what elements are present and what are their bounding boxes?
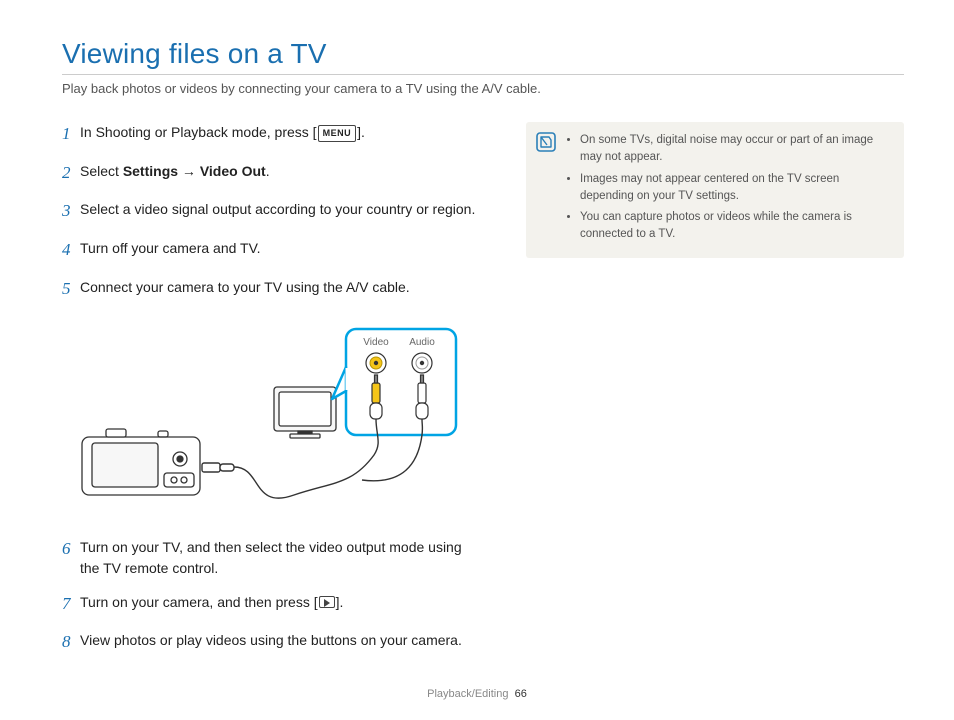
page-title: Viewing files on a TV <box>62 38 904 70</box>
step-2: 2 Select Settings → Video Out. <box>62 161 484 186</box>
step-5: 5 Connect your camera to your TV using t… <box>62 277 484 302</box>
step-4: 4 Turn off your camera and TV. <box>62 238 484 263</box>
step-text: Turn off your camera and TV. <box>80 238 484 263</box>
step-8: 8 View photos or play videos using the b… <box>62 630 484 655</box>
step-text: Turn on your camera, and then press []. <box>80 592 484 617</box>
step-text-pre: Select <box>80 163 123 179</box>
title-rule <box>62 74 904 75</box>
note-item: Images may not appear centered on the TV… <box>580 171 890 206</box>
note-item: You can capture photos or videos while t… <box>580 209 890 244</box>
video-label: Video <box>363 337 389 348</box>
step-number: 3 <box>62 199 80 224</box>
callout-bubble: Video Audio <box>332 329 456 435</box>
note-box: On some TVs, digital noise may occur or … <box>526 122 904 258</box>
step-text-post: ]. <box>357 124 365 140</box>
step-text: In Shooting or Playback mode, press [MEN… <box>80 122 484 147</box>
audio-label: Audio <box>409 337 435 348</box>
page-subtitle: Play back photos or videos by connecting… <box>62 81 904 96</box>
connection-diagram: Video Audio <box>62 315 484 525</box>
play-icon <box>319 596 335 608</box>
step-number: 8 <box>62 630 80 655</box>
step-number: 6 <box>62 537 80 578</box>
step-number: 7 <box>62 592 80 617</box>
camera-icon <box>82 429 200 495</box>
step-number: 1 <box>62 122 80 147</box>
footer-page: 66 <box>515 688 527 700</box>
step-1: 1 In Shooting or Playback mode, press [M… <box>62 122 484 147</box>
footer-section: Playback/Editing <box>427 688 508 700</box>
step-7: 7 Turn on your camera, and then press []… <box>62 592 484 617</box>
arrow: → <box>178 163 200 179</box>
step-3: 3 Select a video signal output according… <box>62 199 484 224</box>
step-text: Turn on your TV, and then select the vid… <box>80 537 484 578</box>
step-text: Select a video signal output according t… <box>80 199 484 224</box>
step-text-pre: Turn on your camera, and then press [ <box>80 594 318 610</box>
step-text-post: ]. <box>336 594 344 610</box>
step-bold: Video Out <box>200 163 266 179</box>
two-column-layout: 1 In Shooting or Playback mode, press [M… <box>62 122 904 669</box>
step-text-post: . <box>266 163 270 179</box>
step-number: 4 <box>62 238 80 263</box>
note-icon <box>536 132 556 152</box>
step-number: 5 <box>62 277 80 302</box>
step-bold: Settings <box>123 163 178 179</box>
right-column: On some TVs, digital noise may occur or … <box>526 122 904 669</box>
note-list: On some TVs, digital noise may occur or … <box>566 132 890 244</box>
step-text-pre: In Shooting or Playback mode, press [ <box>80 124 317 140</box>
page-footer: Playback/Editing 66 <box>0 688 954 700</box>
step-text: View photos or play videos using the but… <box>80 630 484 655</box>
step-6: 6 Turn on your TV, and then select the v… <box>62 537 484 578</box>
note-item: On some TVs, digital noise may occur or … <box>580 132 890 167</box>
menu-icon: MENU <box>318 125 357 142</box>
step-text: Select Settings → Video Out. <box>80 161 484 186</box>
left-column: 1 In Shooting or Playback mode, press [M… <box>62 122 484 669</box>
step-number: 2 <box>62 161 80 186</box>
tv-icon <box>274 387 336 438</box>
step-text: Connect your camera to your TV using the… <box>80 277 484 302</box>
